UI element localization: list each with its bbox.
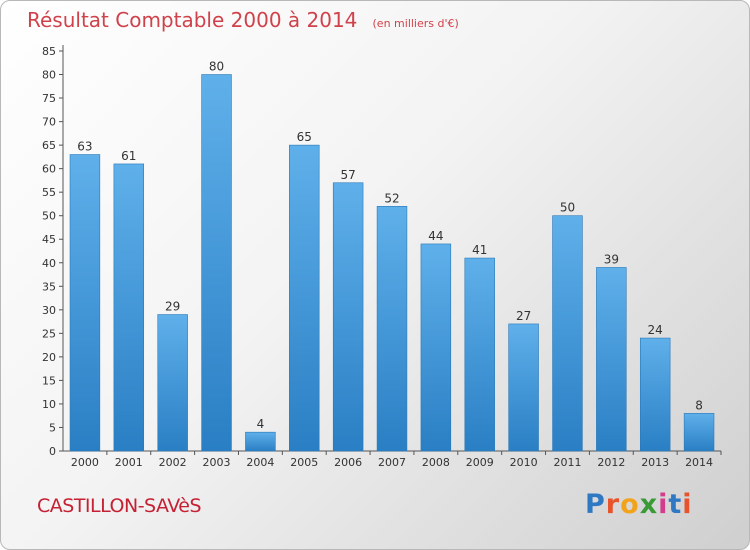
bar [376,205,408,452]
data-label: 29 [165,300,180,314]
logo-letter: i [658,489,669,520]
bar [552,215,583,452]
data-label: 80 [209,60,224,74]
x-tick-label: 2007 [378,456,406,469]
bar [201,74,232,452]
x-tick-label: 2008 [422,456,450,469]
y-tick-label: 25 [42,327,56,340]
x-tick-label: 2004 [246,456,274,469]
logo-letter: r [605,489,621,520]
title-row: Résultat Comptable 2000 à 2014 (en milli… [27,8,459,32]
chart-title: Résultat Comptable 2000 à 2014 [27,8,358,32]
y-tick-label: 15 [42,374,56,387]
logo-letter: P [585,489,606,520]
data-label: 44 [428,229,443,243]
bar [420,243,452,452]
x-tick-label: 2006 [334,456,362,469]
bar [332,182,364,452]
data-label: 41 [472,243,487,257]
x-tick-label: 2014 [685,456,713,469]
x-tick-label: 2000 [71,456,99,469]
bar [596,267,627,452]
y-tick-label: 85 [42,45,56,58]
y-tick-label: 50 [42,210,56,223]
data-label: 52 [384,191,399,205]
x-tick-label: 2001 [115,456,143,469]
data-label: 50 [560,201,575,215]
data-label: 4 [257,417,265,431]
y-tick-label: 80 [42,69,56,82]
data-label: 65 [297,130,312,144]
x-tick-label: 2003 [203,456,231,469]
y-tick-label: 20 [42,351,56,364]
y-tick-label: 30 [42,304,56,317]
bar [289,144,320,452]
y-tick-label: 40 [42,257,56,270]
data-label: 24 [648,323,663,337]
logo-letter: o [620,489,640,520]
y-tick-label: 75 [42,92,56,105]
y-tick-label: 0 [49,445,56,458]
x-tick-label: 2010 [510,456,538,469]
chart-subtitle: (en milliers d'€) [372,17,459,30]
x-tick-label: 2002 [159,456,187,469]
bar [113,163,145,452]
data-labels: 63 61 29 80 4 65 57 52 44 41 27 50 39 24 8 [77,60,703,432]
y-tick-label: 10 [42,398,56,411]
bars [69,74,715,452]
bar [157,314,188,452]
y-tick-label: 45 [42,233,56,246]
bar [683,413,715,452]
y-tick-label: 65 [42,139,56,152]
data-label: 63 [77,140,92,154]
proxiti-logo[interactable]: Proxiti [585,489,693,520]
data-label: 39 [604,252,619,266]
logo-letter: x [639,489,659,520]
bar [639,337,671,452]
bar [464,257,495,452]
y-tick-label: 35 [42,280,56,293]
data-label: 27 [516,309,531,323]
commune-name: CASTILLON-SAVèS [37,495,202,517]
y-tick-label: 55 [42,186,56,199]
y-tick-label: 5 [49,421,56,434]
logo-letter: t [668,489,683,520]
data-label: 57 [340,168,355,182]
bar [508,323,539,452]
y-tick-label: 60 [42,163,56,176]
x-tick-label: 2013 [641,456,669,469]
logo-letter: i [682,489,693,520]
axes: 0 5 10 15 20 25 30 35 40 45 50 55 60 65 70 75 80 85 2000 20… [42,45,722,469]
bar [245,431,276,452]
x-tick-label: 2011 [553,456,581,469]
data-label: 8 [695,398,703,412]
data-label: 61 [121,149,136,163]
x-tick-label: 2012 [597,456,625,469]
y-tick-label: 70 [42,116,56,129]
x-tick-label: 2009 [466,456,494,469]
x-tick-label: 2005 [290,456,318,469]
bar [69,154,101,452]
